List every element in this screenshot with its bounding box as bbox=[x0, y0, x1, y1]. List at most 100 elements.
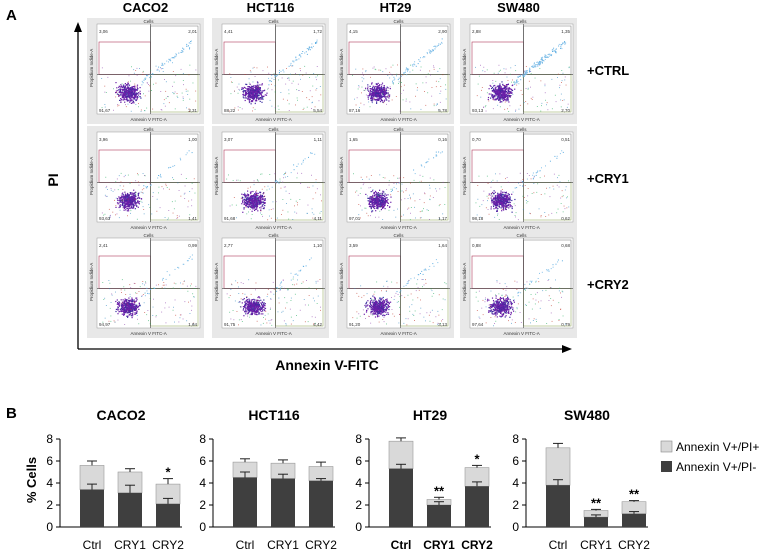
bar-chart-ht29: HT29 0 2 4 6 8 Ctrl ** CRY1 * CRY2 bbox=[355, 407, 493, 552]
flow-plot: Cells Annexin V FITC-A Propidium Iodide-A 1… bbox=[337, 126, 454, 232]
category-label: Ctrl bbox=[549, 538, 568, 552]
flow-plot: Cells Annexin V FITC-A Propidium Iodide-A 2… bbox=[460, 18, 577, 124]
category-label: CRY1 bbox=[423, 538, 455, 552]
flow-plot-header: Cells bbox=[517, 19, 528, 24]
y-tick-label: 4 bbox=[199, 476, 206, 490]
flow-plot-y-title: Propidium Iodide-A bbox=[339, 263, 344, 301]
quadrant-value-ul: 2,77 bbox=[224, 243, 233, 248]
bar-segment-pi-neg bbox=[622, 513, 646, 527]
quadrant-value-ll: 93,63 bbox=[99, 216, 111, 221]
chart-title: CACO2 bbox=[96, 407, 145, 423]
quadrant-value-ul: 2,41 bbox=[99, 243, 108, 248]
flow-plot-header: Cells bbox=[144, 233, 155, 238]
significance-marker: ** bbox=[434, 483, 445, 498]
y-tick-label: 6 bbox=[46, 454, 53, 468]
y-tick-label: 8 bbox=[199, 432, 206, 446]
quadrant-value-lr: 1,41 bbox=[188, 216, 197, 221]
quadrant-value-ul: 3,06 bbox=[99, 29, 108, 34]
panel-a-x-arrow bbox=[562, 345, 572, 353]
quadrant-value-ur: 1,64 bbox=[438, 243, 447, 248]
quadrant-value-ur: 0,51 bbox=[561, 137, 570, 142]
quadrant-value-ul: 0,88 bbox=[472, 243, 481, 248]
y-tick-label: 6 bbox=[199, 454, 206, 468]
significance-marker: ** bbox=[591, 495, 602, 510]
flow-plot-x-title: Annexin V FITC-A bbox=[504, 117, 540, 122]
flow-plot-y-title: Propidium Iodide-A bbox=[339, 157, 344, 195]
flow-plot-x-title: Annexin V FITC-A bbox=[131, 225, 167, 230]
quadrant-value-ul: 1,65 bbox=[349, 137, 358, 142]
y-tick-label: 8 bbox=[512, 432, 519, 446]
category-label: CRY1 bbox=[267, 538, 299, 552]
flow-plot-y-title: Propidium Iodide-A bbox=[214, 49, 219, 87]
flow-plot-x-title: Annexin V FITC-A bbox=[504, 225, 540, 230]
quadrant-value-ll: 87,16 bbox=[349, 108, 361, 113]
category-label: CRY1 bbox=[114, 538, 146, 552]
bar-segment-pi-neg bbox=[118, 492, 142, 527]
quadrant-value-lr: 4,42 bbox=[313, 322, 322, 327]
chart-title: HT29 bbox=[413, 407, 447, 423]
quadrant-value-ur: 1,10 bbox=[313, 243, 322, 248]
quadrant-value-ll: 91,67 bbox=[99, 108, 111, 113]
y-tick-label: 0 bbox=[199, 520, 206, 534]
flow-plot: Cells Annexin V FITC-A Propidium Iodide-A 3… bbox=[87, 18, 204, 124]
flow-plot-area bbox=[469, 237, 574, 329]
quadrant-value-ul: 4,15 bbox=[349, 29, 358, 34]
flow-plot-header: Cells bbox=[269, 19, 280, 24]
scatter-points bbox=[101, 150, 196, 221]
bar-segment-pi-neg bbox=[389, 468, 413, 527]
y-tick-label: 2 bbox=[46, 498, 53, 512]
flow-plot-y-title: Propidium Iodide-A bbox=[214, 157, 219, 195]
flow-plot-area bbox=[469, 131, 574, 223]
flow-plot: Cells Annexin V FITC-A Propidium Iodide-A 2… bbox=[87, 232, 204, 338]
legend-label-pi-neg: Annexin V+/PI- bbox=[676, 460, 756, 474]
flow-plot-area bbox=[96, 131, 201, 223]
flow-plot-header: Cells bbox=[517, 127, 528, 132]
scatter-points bbox=[475, 259, 566, 327]
quadrant-value-ll: 97,01 bbox=[349, 216, 361, 221]
bar-segment-pi-neg bbox=[465, 486, 489, 527]
quadrant-value-ll: 91,75 bbox=[224, 322, 236, 327]
y-tick-label: 8 bbox=[355, 432, 362, 446]
significance-marker: * bbox=[474, 451, 480, 466]
quadrant-value-lr: 3,31 bbox=[188, 108, 197, 113]
quadrant-value-ur: 1,72 bbox=[313, 29, 322, 34]
flow-plot: Cells Annexin V FITC-A Propidium Iodide-A 0… bbox=[460, 232, 577, 338]
flow-plot-header: Cells bbox=[394, 19, 405, 24]
y-tick-label: 6 bbox=[355, 454, 362, 468]
quadrant-value-ur: 1,35 bbox=[561, 29, 570, 34]
bar-segment-pi-pos bbox=[545, 447, 571, 486]
quadrant-value-lr: 4,11 bbox=[314, 216, 323, 221]
bar-segment-pi-neg bbox=[309, 480, 333, 527]
quadrant-value-ur: 1,11 bbox=[314, 137, 323, 142]
y-tick-label: 2 bbox=[199, 498, 206, 512]
flow-plot-x-title: Annexin V FITC-A bbox=[131, 117, 167, 122]
y-tick-label: 0 bbox=[46, 520, 53, 534]
scatter-points bbox=[102, 254, 197, 325]
category-label: CRY2 bbox=[305, 538, 337, 552]
category-label: CRY2 bbox=[461, 538, 493, 552]
flow-plot-y-title: Propidium Iodide-A bbox=[89, 157, 94, 195]
category-label: CRY2 bbox=[618, 538, 650, 552]
quadrant-value-lr: 5,78 bbox=[438, 108, 447, 113]
quadrant-value-ll: 94,97 bbox=[99, 322, 111, 327]
flow-plot-header: Cells bbox=[269, 127, 280, 132]
flow-plot-area bbox=[346, 23, 451, 115]
bar-segment-pi-neg bbox=[271, 478, 295, 527]
bar-segment-pi-neg bbox=[427, 505, 451, 527]
quadrant-value-lr: 0,79 bbox=[561, 322, 570, 327]
scatter-points bbox=[353, 151, 446, 221]
y-tick-label: 4 bbox=[512, 476, 519, 490]
bar-chart-caco2: CACO2 0 2 4 6 8 Ctrl CRY1 * CRY2 bbox=[46, 407, 184, 552]
flow-plot-y-title: Propidium Iodide-A bbox=[462, 49, 467, 87]
panel-a-y-label: PI bbox=[45, 173, 61, 186]
flow-plot-y-title: Propidium Iodide-A bbox=[89, 49, 94, 87]
flow-plot-area bbox=[221, 23, 326, 115]
bar-segment-pi-neg bbox=[584, 517, 608, 527]
quadrant-value-ur: 0,68 bbox=[561, 243, 570, 248]
column-title: HT29 bbox=[380, 0, 412, 15]
flow-plot-y-title: Propidium Iodide-A bbox=[339, 49, 344, 87]
row-label: +CTRL bbox=[587, 63, 629, 78]
legend-swatch-pi-neg bbox=[661, 461, 672, 472]
scatter-points bbox=[475, 150, 570, 221]
